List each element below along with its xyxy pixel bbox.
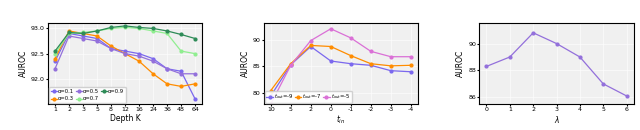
α=0.9	[121, 25, 129, 27]
α=0.9	[191, 38, 199, 39]
Line: α=0.5: α=0.5	[54, 35, 196, 75]
α=0.5	[51, 68, 59, 70]
$t_{out}$=-5	[287, 64, 294, 66]
α=0.1	[121, 50, 129, 52]
$t_{out}$=-9	[387, 70, 395, 72]
Line: $t_{out}$=-5: $t_{out}$=-5	[269, 27, 412, 105]
$t_{out}$=-5	[307, 40, 315, 41]
α=0.5	[163, 68, 171, 70]
$t_{out}$=-7	[367, 63, 374, 64]
$t_{out}$=-5	[347, 37, 355, 39]
$t_{out}$=-5	[267, 103, 275, 105]
α=0.3	[108, 45, 115, 47]
α=0.5	[93, 40, 101, 42]
Line: $t_{out}$=-7: $t_{out}$=-7	[269, 44, 412, 92]
$t_{out}$=-5	[367, 51, 374, 52]
α=0.3	[163, 83, 171, 85]
α=0.9	[149, 28, 157, 29]
α=0.7	[65, 33, 73, 34]
$t_{out}$=-9	[287, 64, 294, 66]
X-axis label: $t_{in}$: $t_{in}$	[336, 114, 346, 126]
Legend: $t_{out}$=-9, $t_{out}$=-7, $t_{out}$=-5: $t_{out}$=-9, $t_{out}$=-7, $t_{out}$=-5	[265, 91, 351, 103]
$t_{out}$=-9	[327, 60, 335, 62]
α=0.7	[191, 53, 199, 54]
α=0.5	[149, 60, 157, 62]
Line: α=0.7: α=0.7	[54, 26, 196, 55]
α=0.9	[79, 33, 87, 34]
α=0.1	[135, 53, 143, 54]
Y-axis label: AUROC: AUROC	[241, 50, 250, 77]
α=0.9	[93, 30, 101, 32]
α=0.5	[121, 53, 129, 54]
α=0.3	[79, 33, 87, 34]
α=0.3	[121, 53, 129, 54]
α=0.9	[108, 27, 115, 28]
α=0.7	[149, 30, 157, 32]
α=0.1	[163, 68, 171, 70]
α=0.3	[177, 86, 185, 87]
$t_{out}$=-7	[407, 64, 415, 66]
X-axis label: $\lambda$: $\lambda$	[554, 114, 559, 125]
$t_{out}$=-9	[307, 46, 315, 47]
α=0.3	[65, 30, 73, 32]
$t_{out}$=-7	[307, 45, 315, 46]
Y-axis label: AUROC: AUROC	[456, 50, 465, 77]
α=0.7	[177, 50, 185, 52]
Line: α=0.1: α=0.1	[54, 32, 196, 100]
$t_{out}$=-7	[387, 65, 395, 67]
$t_{out}$=-7	[287, 63, 294, 64]
$t_{out}$=-9	[407, 71, 415, 73]
α=0.7	[121, 27, 129, 28]
α=0.3	[93, 35, 101, 37]
α=0.1	[51, 60, 59, 62]
α=0.1	[191, 98, 199, 100]
α=0.9	[135, 27, 143, 28]
α=0.1	[93, 38, 101, 39]
α=0.3	[191, 83, 199, 85]
α=0.5	[79, 38, 87, 39]
α=0.5	[135, 55, 143, 57]
α=0.5	[65, 35, 73, 37]
α=0.7	[135, 28, 143, 29]
α=0.7	[79, 32, 87, 33]
α=0.7	[108, 28, 115, 29]
α=0.1	[149, 58, 157, 59]
α=0.1	[79, 35, 87, 37]
$t_{out}$=-5	[387, 56, 395, 57]
$t_{out}$=-7	[327, 46, 335, 47]
α=0.9	[163, 30, 171, 32]
Legend: α=0.1, α=0.3, α=0.5, α=0.7, α=0.9: α=0.1, α=0.3, α=0.5, α=0.7, α=0.9	[49, 87, 126, 103]
$t_{out}$=-5	[407, 56, 415, 57]
α=0.5	[191, 73, 199, 75]
α=0.3	[149, 73, 157, 75]
α=0.9	[65, 32, 73, 33]
$t_{out}$=-9	[347, 63, 355, 64]
$t_{out}$=-7	[347, 55, 355, 56]
α=0.5	[108, 48, 115, 49]
$t_{out}$=-5	[327, 28, 335, 30]
α=0.9	[177, 34, 185, 35]
α=0.3	[135, 60, 143, 62]
α=0.1	[108, 48, 115, 49]
α=0.3	[51, 58, 59, 59]
α=0.7	[93, 30, 101, 32]
α=0.5	[177, 73, 185, 75]
$t_{out}$=-9	[267, 95, 275, 97]
α=0.7	[163, 33, 171, 34]
$t_{out}$=-9	[367, 64, 374, 66]
Y-axis label: AUROC: AUROC	[19, 50, 28, 77]
α=0.1	[65, 33, 73, 34]
α=0.1	[177, 70, 185, 72]
α=0.7	[51, 53, 59, 54]
$t_{out}$=-7	[267, 90, 275, 91]
Line: $t_{out}$=-9: $t_{out}$=-9	[269, 45, 412, 97]
Line: α=0.9: α=0.9	[54, 25, 196, 53]
α=0.9	[51, 50, 59, 52]
X-axis label: Depth K: Depth K	[109, 114, 140, 123]
Line: α=0.3: α=0.3	[54, 30, 196, 88]
